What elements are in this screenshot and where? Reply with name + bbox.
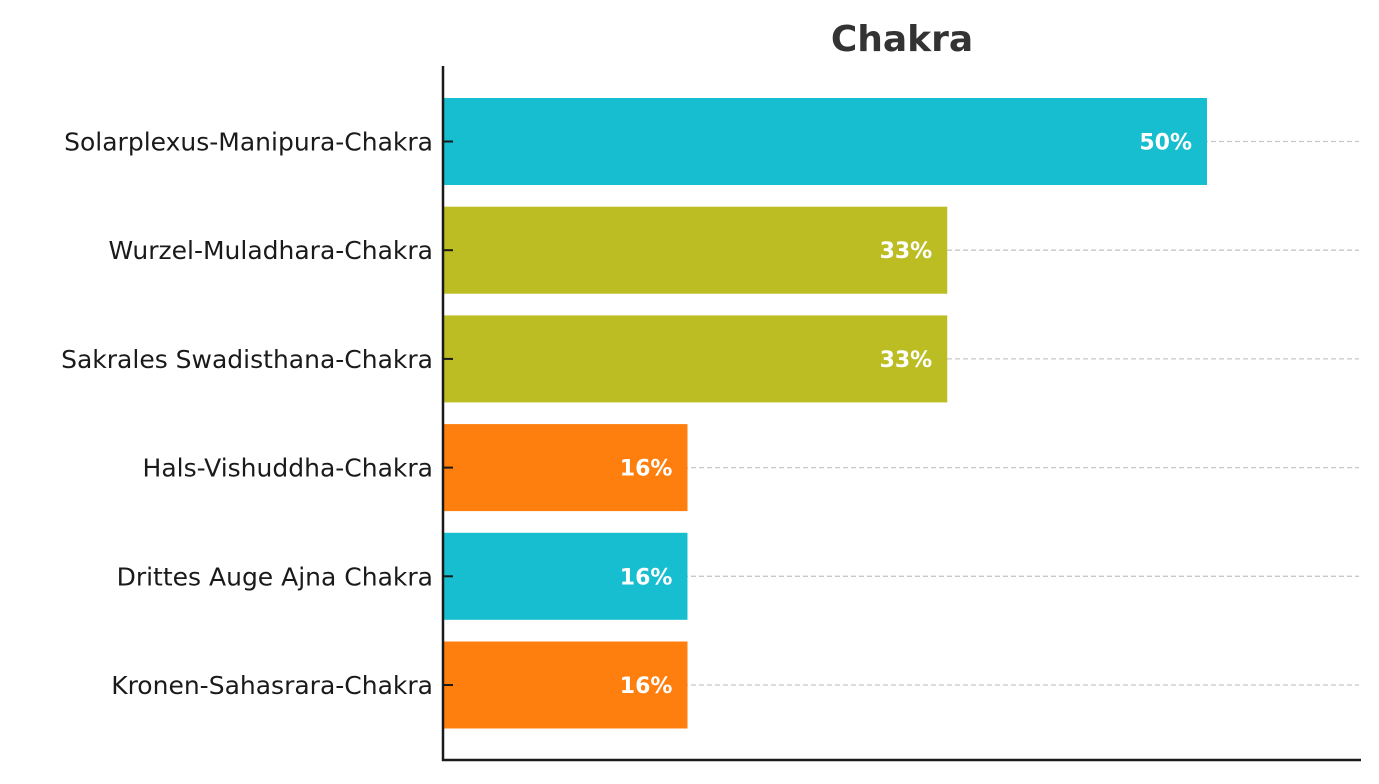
bar-value-label: 16% [620, 457, 673, 482]
bar [443, 532, 688, 620]
bar [443, 641, 688, 729]
bar [443, 206, 948, 294]
y-tick-label: Drittes Auge Ajna Chakra [117, 562, 433, 591]
y-tick-label: Kronen-Sahasrara-Chakra [111, 671, 433, 700]
bar [443, 98, 1207, 185]
bars [443, 98, 1207, 729]
y-tick-label: Solarplexus-Manipura-Chakra [64, 128, 433, 157]
bar-value-label: 16% [620, 674, 673, 699]
bar-value-labels: 50% 33% 33% 16% 16% 16% [620, 131, 1192, 700]
bar [443, 315, 948, 403]
bar-value-label: 16% [620, 565, 673, 590]
y-axis-tick-labels: Solarplexus-Manipura-Chakra Wurzel-Muladh… [61, 128, 433, 701]
y-axis-ticks [443, 140, 453, 686]
bar-value-label: 33% [880, 239, 933, 264]
y-tick-label: Hals-Vishuddha-Chakra [143, 454, 433, 483]
bar [443, 424, 688, 512]
bar-value-label: 33% [880, 348, 933, 373]
bar-value-label: 50% [1139, 131, 1192, 156]
chart-title: Chakra [831, 19, 973, 60]
y-tick-label: Wurzel-Muladhara-Chakra [109, 236, 433, 265]
y-tick-label: Sakrales Swadisthana-Chakra [61, 345, 433, 374]
